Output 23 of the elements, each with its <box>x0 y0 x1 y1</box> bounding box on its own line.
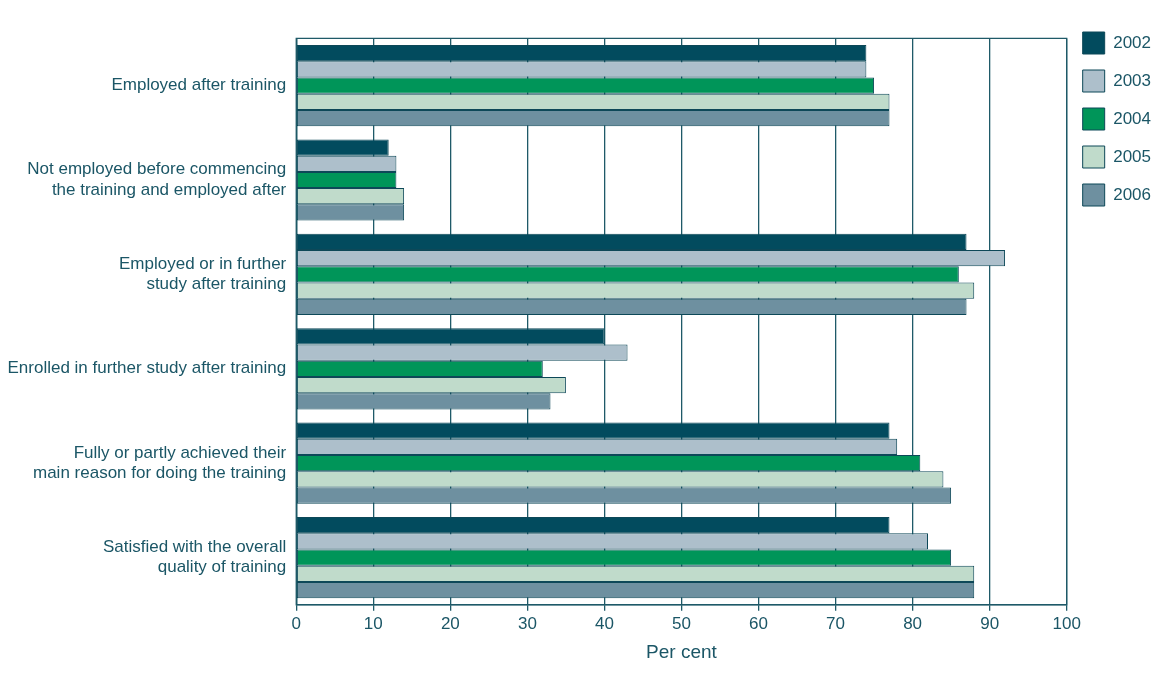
x-tick-label: 0 <box>291 613 301 633</box>
x-tick-label: 40 <box>594 613 614 633</box>
y-tick-label: Employed or in further study after training <box>119 253 287 294</box>
legend-label: 2003 <box>1113 70 1152 90</box>
y-tick-label: Enrolled in further study after training <box>7 358 287 378</box>
legend-label: 2002 <box>1113 32 1152 52</box>
legend-label: 2004 <box>1113 108 1152 128</box>
legend-label: 2006 <box>1113 184 1152 204</box>
x-tick-label: 70 <box>826 613 846 633</box>
x-tick-label: 10 <box>363 613 383 633</box>
y-tick-label: Employed after training <box>111 75 287 95</box>
y-tick-label: Not employed before commencing the training and employed after <box>27 159 287 199</box>
x-tick-label: 100 <box>1052 613 1081 633</box>
legend-label: 2005 <box>1113 146 1152 166</box>
x-tick-label: 60 <box>749 613 768 633</box>
x-tick-label: 90 <box>980 613 1000 633</box>
x-tick-label: 80 <box>903 613 923 633</box>
y-tick-label: Satisfied with the overall quality of training <box>102 537 287 577</box>
x-tick-label: 50 <box>672 613 691 633</box>
x-tick-label: 20 <box>440 613 460 633</box>
y-tick-label: Fully or partly achieved their main reason for doing the training <box>32 442 287 483</box>
x-tick-label: 30 <box>517 613 537 633</box>
x-axis-title: Per cent <box>646 640 718 662</box>
